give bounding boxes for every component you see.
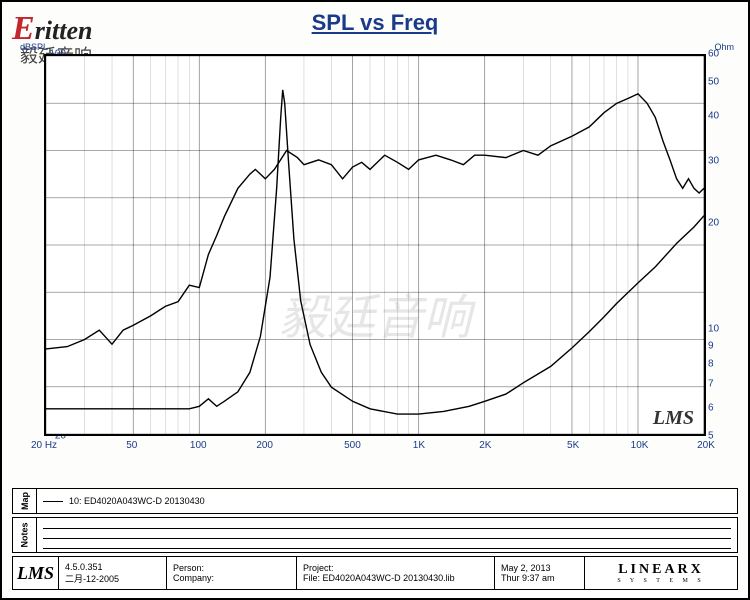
chart-container: dBSPL Ohm 2030405060708090100 5678910203…: [16, 44, 734, 464]
footer-panel: Map 10: ED4020A043WC-D 20130430 Notes LM…: [12, 488, 738, 590]
logo-text: ritten: [35, 16, 93, 45]
y-right-axis-labels: 56789102030405060: [708, 54, 732, 436]
notes-tab: Notes: [13, 518, 37, 552]
person-cell: Person: Company:: [167, 557, 297, 589]
lms-watermark: LMS: [653, 407, 694, 430]
notes-body: [37, 518, 737, 552]
x-axis-labels: 20 Hz501002005001K2K5K10K20K: [44, 440, 706, 454]
notes-strip: Notes: [12, 517, 738, 553]
date-cell: May 2, 2013 Thur 9:37 am: [495, 557, 585, 589]
version-cell: 4.5.0.351 二月-12-2005: [59, 557, 167, 589]
footer-info-row: LMS 4.5.0.351 二月-12-2005 Person: Company…: [12, 556, 738, 590]
map-tab: Map: [13, 489, 37, 513]
map-strip: Map 10: ED4020A043WC-D 20130430: [12, 488, 738, 514]
plot-area: 毅廷音响 LMS: [44, 54, 706, 436]
project-cell: Project: File: ED4020A043WC-D 20130430.l…: [297, 557, 495, 589]
lms-footer-logo: LMS: [13, 557, 59, 589]
map-legend: 10: ED4020A043WC-D 20130430: [37, 489, 737, 513]
chart-title: SPL vs Freq: [2, 2, 748, 40]
y-left-axis-labels: 2030405060708090100: [18, 54, 42, 436]
legend-text: 10: ED4020A043WC-D 20130430: [69, 496, 205, 506]
chart-curves: [46, 56, 704, 434]
linearx-logo: LINEARX S Y S T E M S: [585, 557, 737, 589]
legend-line-icon: [43, 501, 63, 502]
